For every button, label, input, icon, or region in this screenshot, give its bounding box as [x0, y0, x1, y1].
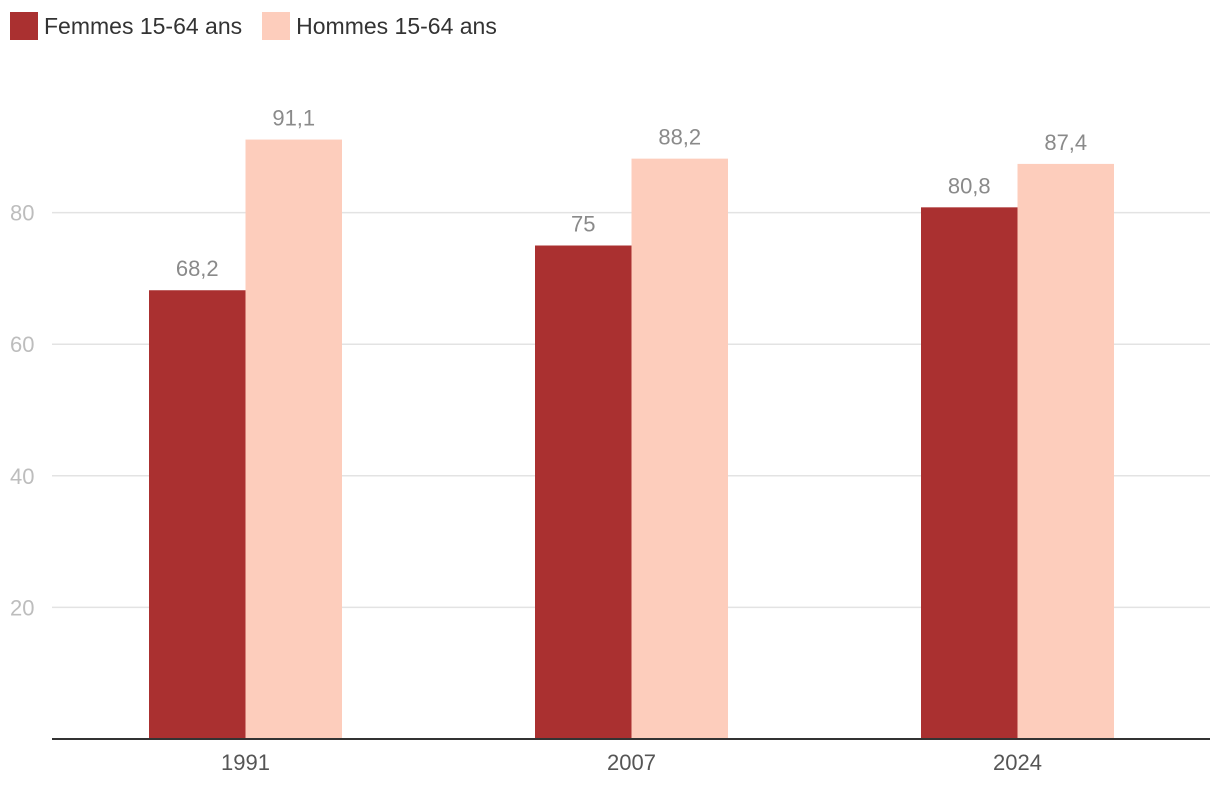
bar-hommes-2024	[1017, 163, 1114, 739]
bar-femmes-2007	[535, 245, 632, 739]
x-tick-label-2007: 2007	[607, 750, 656, 775]
legend-item-femmes[interactable]: Femmes 15-64 ans	[10, 12, 242, 40]
legend: Femmes 15-64 ans Hommes 15-64 ans	[10, 12, 517, 40]
value-label-hommes-2024: 87,4	[1044, 130, 1087, 155]
value-label-femmes-2007: 75	[571, 212, 595, 237]
y-tick-label-40: 40	[10, 464, 34, 489]
bar-femmes-1991	[149, 290, 246, 739]
x-tick-label-2024: 2024	[993, 750, 1042, 775]
legend-label-femmes: Femmes 15-64 ans	[44, 12, 243, 39]
value-labels: 68,2 91,1 75 88,2 80,8 87,4	[176, 106, 1087, 282]
value-label-hommes-1991: 91,1	[272, 106, 315, 131]
value-label-femmes-1991: 68,2	[176, 256, 219, 281]
y-tick-label-80: 80	[10, 201, 34, 226]
legend-label-hommes: Hommes 15-64 ans	[296, 12, 497, 39]
legend-item-hommes[interactable]: Hommes 15-64 ans	[262, 12, 497, 40]
y-tick-label-60: 60	[10, 332, 34, 357]
bars	[149, 139, 1114, 740]
value-label-hommes-2007: 88,2	[658, 125, 701, 150]
x-tick-label-1991: 1991	[221, 750, 270, 775]
bar-hommes-2007	[631, 158, 728, 740]
bar-hommes-1991	[245, 139, 342, 739]
value-label-femmes-2024: 80,8	[948, 173, 991, 198]
y-tick-label-20: 20	[10, 595, 34, 620]
legend-swatch-femmes	[10, 12, 38, 40]
axes: 1991 2007 2024	[52, 738, 1210, 775]
legend-swatch-hommes	[262, 12, 291, 40]
bar-femmes-2024	[921, 207, 1018, 739]
